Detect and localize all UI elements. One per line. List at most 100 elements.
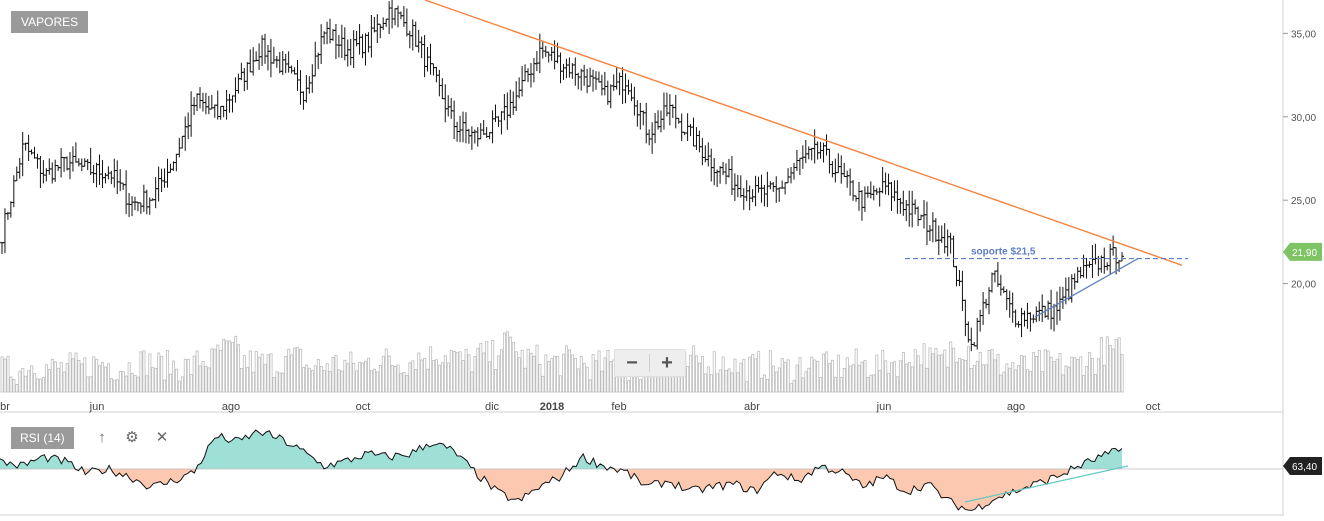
volume-bar — [381, 355, 385, 393]
price-bar — [653, 113, 658, 144]
price-bar — [517, 77, 522, 99]
volume-bar — [878, 369, 882, 393]
price-bar — [41, 160, 46, 184]
price-bar — [384, 18, 389, 27]
price-bar — [183, 116, 188, 151]
volume-bar — [833, 376, 837, 393]
volume-bar — [567, 349, 571, 393]
volume-bar — [219, 350, 223, 393]
price-bar — [393, 8, 398, 26]
volume-bar — [721, 356, 725, 393]
x-tick-label: jun — [876, 401, 892, 413]
volume-bar — [520, 349, 524, 393]
price-bar — [248, 49, 253, 73]
price-bar — [1025, 302, 1030, 329]
volume-bar — [160, 355, 164, 393]
volume-bar — [461, 360, 465, 393]
price-bar — [608, 84, 613, 109]
volume-bar — [565, 345, 569, 393]
volume-bar — [1052, 361, 1056, 393]
price-bar — [493, 104, 498, 122]
price-bar — [1054, 291, 1059, 325]
price-bar — [407, 30, 412, 49]
price-bar — [265, 44, 270, 71]
volume-bar — [904, 363, 908, 393]
volume-bar — [789, 383, 793, 393]
price-bar — [859, 190, 864, 221]
price-bar — [363, 33, 368, 66]
price-bar — [721, 161, 726, 176]
volume-bar — [842, 367, 846, 393]
volume-bar — [863, 360, 867, 393]
volume-bar — [1120, 353, 1124, 393]
ticker-label: VAPORES — [11, 11, 89, 33]
volume-bar — [479, 343, 483, 393]
price-bar — [638, 102, 643, 130]
volume-bar — [163, 379, 167, 393]
price-bar — [951, 235, 956, 268]
price-bar — [1090, 245, 1095, 278]
close-icon[interactable]: ✕ — [155, 429, 169, 446]
volume-bar — [1049, 356, 1053, 393]
volume-bar — [198, 365, 202, 393]
price-bar — [168, 163, 173, 173]
volume-bar — [171, 360, 175, 393]
price-bar — [963, 299, 968, 337]
volume-bar — [491, 340, 495, 393]
price-bar — [449, 97, 454, 119]
price-bar — [32, 146, 37, 159]
volume-bar — [464, 348, 468, 393]
x-tick-label: ago — [222, 401, 240, 413]
zoom-out-button[interactable]: − — [626, 352, 638, 374]
price-bar — [836, 153, 841, 174]
price-bar — [206, 95, 211, 115]
price-bar — [369, 15, 374, 58]
volume-bar — [251, 371, 255, 393]
volume-bar — [56, 367, 60, 393]
price-bar — [791, 162, 796, 180]
price-bar — [53, 159, 58, 182]
price-bar — [765, 171, 770, 207]
price-bar — [490, 110, 495, 144]
price-bar — [880, 167, 885, 194]
x-tick-label: dic — [485, 401, 500, 413]
volume-bar — [1102, 364, 1106, 393]
volume-bar — [795, 364, 799, 393]
price-bar — [868, 181, 873, 199]
price-bar — [658, 110, 663, 133]
gear-icon[interactable]: ⚙ — [125, 429, 139, 446]
volume-bar — [556, 356, 560, 393]
volume-bar — [467, 354, 471, 393]
volume-bar — [706, 366, 710, 393]
volume-bar — [331, 357, 335, 393]
volume-bar — [440, 362, 444, 393]
volume-bar — [437, 364, 441, 393]
price-bar — [827, 148, 832, 174]
volume-bar — [1031, 352, 1035, 393]
volume-bar — [435, 359, 439, 393]
volume-bar — [473, 356, 477, 393]
volume-bar — [978, 352, 982, 393]
volume-bar — [780, 358, 784, 393]
volume-bar — [807, 367, 811, 393]
price-bar — [434, 66, 439, 83]
rsi-toolbar: ↑ ⚙ ✕ — [92, 428, 172, 448]
price-bar — [998, 274, 1003, 296]
price-bar — [511, 91, 516, 115]
price-bar — [528, 63, 533, 88]
price-bar — [691, 117, 696, 147]
price-bar — [330, 29, 335, 41]
price-bar — [174, 153, 179, 172]
volume-bar — [931, 353, 935, 393]
volume-bar — [869, 374, 873, 393]
zoom-in-button[interactable]: + — [661, 352, 673, 374]
price-bar — [824, 134, 829, 156]
arrow-up-icon[interactable]: ↑ — [98, 429, 106, 446]
y-tick-label: 20,00 — [1291, 280, 1316, 291]
volume-bar — [408, 362, 412, 393]
price-bar — [307, 76, 312, 94]
price-bar — [410, 19, 415, 51]
price-bar — [667, 94, 672, 126]
